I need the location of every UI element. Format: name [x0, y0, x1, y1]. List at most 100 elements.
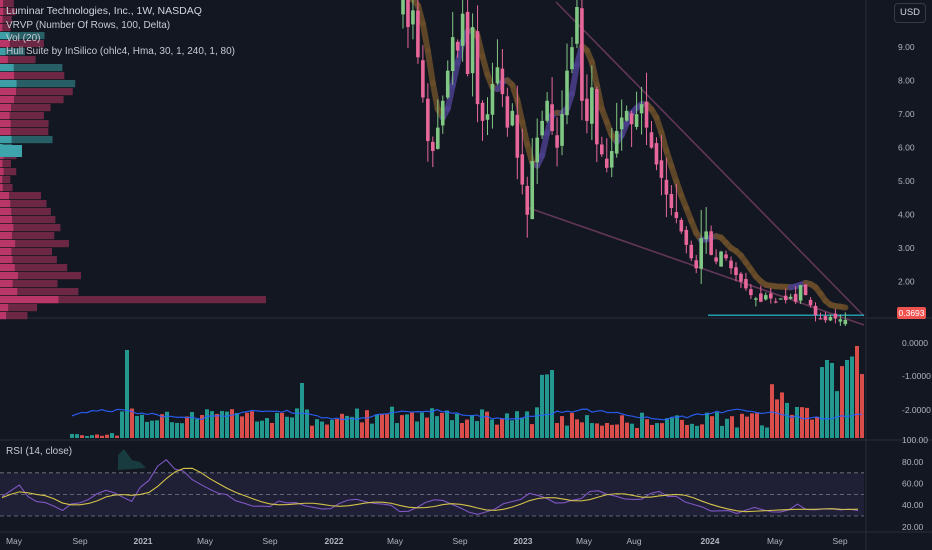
volume-profile-row	[0, 24, 11, 32]
volume-bar	[370, 423, 374, 438]
volume-profile-row-delta	[0, 216, 13, 224]
volume-profile-row	[0, 160, 11, 168]
volume-bar	[805, 407, 809, 438]
volume-bar	[610, 424, 614, 438]
volume-bar	[170, 422, 174, 438]
volume-bar	[630, 423, 634, 438]
candle-body	[689, 244, 694, 259]
volume-bar	[745, 416, 749, 438]
volume-bar	[75, 434, 79, 438]
volume-bar	[385, 414, 389, 438]
volume-bar	[650, 424, 654, 438]
indicator-rsi[interactable]: RSI (14, close)	[6, 446, 73, 457]
volume-bar	[95, 434, 99, 438]
volume-bar	[80, 435, 84, 438]
volume-bar	[575, 419, 579, 438]
chart-title: Luminar Technologies, Inc., 1W, NASDAQ	[6, 5, 202, 17]
volume-profile-row	[0, 248, 52, 256]
volume-bar	[640, 412, 644, 438]
volume-bar	[750, 413, 754, 438]
candle-body	[818, 318, 823, 320]
volume-bar	[695, 425, 699, 438]
candle-body	[714, 257, 718, 262]
hull-segment	[524, 141, 536, 166]
volume-bar	[730, 416, 734, 438]
volume-bar	[680, 419, 684, 438]
price-candles	[401, 0, 848, 326]
volume-bar	[860, 374, 864, 438]
volume-bar	[465, 419, 469, 438]
volume-bar	[175, 422, 179, 438]
candle-body	[485, 114, 490, 120]
volume-bar	[580, 422, 584, 438]
volume-bar	[740, 413, 744, 438]
volume-bar	[685, 424, 689, 438]
volume-bar	[245, 412, 249, 438]
volume-profile-row-delta	[0, 248, 12, 256]
volume-bar	[240, 416, 244, 438]
candle-body	[555, 135, 559, 148]
volume-profile-row-delta	[0, 72, 15, 80]
candle-body	[699, 238, 703, 269]
volume-bar	[605, 423, 609, 438]
rsi-tick-label: 20.00	[902, 522, 924, 532]
volume-bar	[850, 356, 854, 438]
candle-body	[450, 37, 455, 72]
candle-body	[808, 299, 813, 306]
volume-bar	[450, 420, 454, 438]
volume-bar	[690, 423, 694, 438]
volume-bar	[555, 423, 559, 438]
candle-body	[440, 100, 445, 126]
candle-body	[649, 132, 654, 148]
volume-profile-row	[0, 16, 12, 24]
volume-bar	[535, 407, 539, 438]
candle-body	[734, 267, 738, 275]
volume-bar	[825, 360, 829, 438]
candle-body	[639, 104, 644, 114]
volume-bar	[275, 412, 279, 438]
currency-button[interactable]: USD	[894, 3, 926, 23]
volume-bar	[800, 407, 804, 438]
candle-body	[828, 316, 833, 321]
volume-bar	[300, 383, 304, 438]
volume-profile-row	[0, 304, 38, 312]
volume-profile-row-delta	[0, 56, 8, 64]
volume-bar	[410, 412, 414, 438]
volume-profile-row	[0, 288, 79, 296]
candle-body	[460, 13, 465, 46]
volume-bar	[670, 417, 674, 438]
candle-body	[609, 151, 614, 168]
candle-body	[764, 295, 768, 300]
volume-bar	[440, 412, 444, 438]
candle-body	[530, 161, 535, 220]
indicator-vrvp[interactable]: VRVP (Number Of Rows, 100, Delta)	[6, 20, 171, 31]
volume-ma-line	[71, 408, 863, 421]
hull-segment	[539, 130, 551, 159]
volume-bar	[500, 418, 504, 438]
volume-bar	[140, 414, 144, 438]
volume-bar	[855, 346, 859, 438]
time-tick-label: May	[387, 536, 404, 546]
volume-bar	[765, 427, 769, 438]
candle-body	[614, 130, 619, 154]
volume-profile-row	[0, 72, 65, 80]
volume-profile-row-delta	[0, 288, 18, 296]
candle-body	[788, 296, 793, 299]
volume-bar	[435, 416, 439, 438]
candle-body	[575, 7, 579, 44]
rsi-overbought-fill	[118, 449, 146, 470]
volume-profile-row	[0, 216, 56, 224]
volume-profile-row-delta	[0, 32, 10, 40]
hull-segment	[658, 129, 670, 154]
volume-bar	[390, 406, 394, 438]
volume-bar	[455, 413, 459, 438]
candle-body	[604, 158, 609, 168]
candle-body	[798, 285, 803, 301]
indicator-vol[interactable]: Vol (20)	[6, 33, 41, 44]
volume-bar	[280, 413, 284, 438]
volume-profile-row	[0, 176, 11, 184]
volume-bar	[190, 411, 194, 438]
indicator-hull-suite[interactable]: Hull Suite by InSilico (ohlc4, Hma, 30, …	[6, 46, 236, 57]
volume-profile-row	[0, 272, 81, 280]
volume-bar	[305, 409, 309, 438]
